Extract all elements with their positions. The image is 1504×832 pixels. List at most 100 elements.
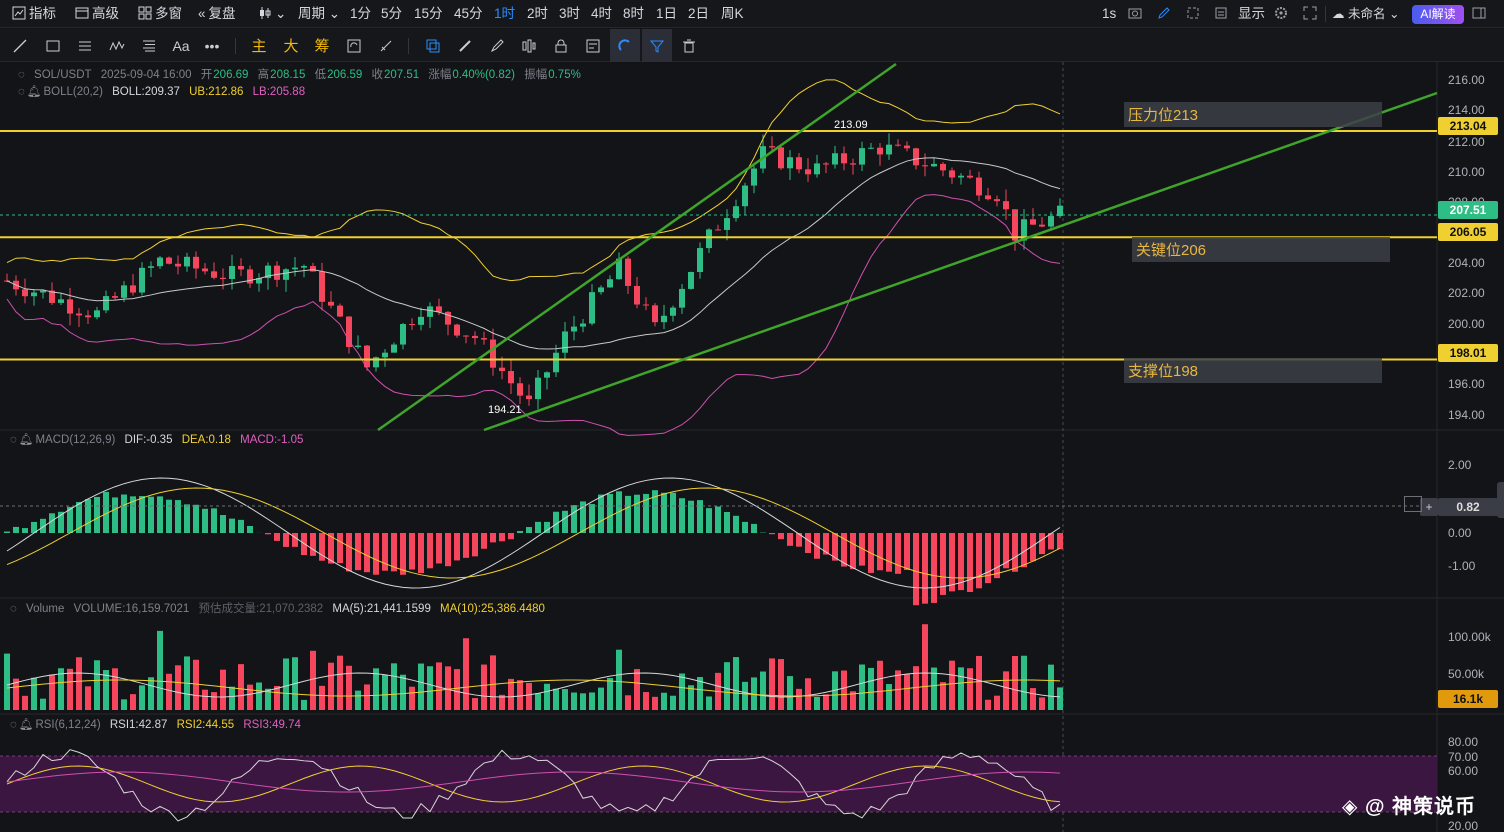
volume-bar bbox=[67, 668, 73, 710]
interval-tab[interactable]: 2日 bbox=[688, 6, 710, 21]
candle-body bbox=[310, 266, 316, 272]
copy-icon[interactable] bbox=[418, 29, 448, 62]
bars-icon[interactable] bbox=[514, 29, 544, 62]
interval-tab[interactable]: 1分 bbox=[350, 6, 372, 21]
rect-tool-icon[interactable] bbox=[38, 29, 68, 62]
candle-body bbox=[490, 339, 496, 368]
rsi-legend[interactable]: ◌ 🔔︎ RSI(6,12,24) RSI1:42.87 RSI2:44.55 RS… bbox=[10, 717, 307, 731]
wave-tool-icon[interactable] bbox=[102, 29, 132, 62]
trash-icon[interactable] bbox=[674, 29, 704, 62]
advanced-button[interactable]: 高级 bbox=[75, 0, 119, 28]
candle-body bbox=[832, 153, 838, 165]
note-icon[interactable] bbox=[578, 29, 608, 62]
chips-toggle[interactable]: 筹 bbox=[314, 38, 330, 55]
volume-legend[interactable]: ◌ Volume VOLUME:16,159.7021 预估成交量:21,070… bbox=[10, 600, 551, 616]
camera-icon[interactable] bbox=[1128, 0, 1145, 28]
macd-bar bbox=[454, 533, 460, 561]
volume-bar bbox=[1030, 688, 1036, 710]
macd-dea-value: DEA:0.18 bbox=[181, 434, 231, 446]
text-tool-icon[interactable]: Aa bbox=[172, 37, 190, 54]
indicators-button[interactable]: 指标 bbox=[12, 0, 56, 28]
chart-canvas[interactable] bbox=[0, 62, 1504, 832]
interval-tab[interactable]: 45分 bbox=[454, 6, 483, 21]
settings-icon[interactable] bbox=[1274, 0, 1291, 28]
macd-bar bbox=[319, 533, 325, 561]
eraser-icon[interactable] bbox=[371, 29, 401, 62]
macd-bar bbox=[535, 521, 541, 533]
main-chart-toggle[interactable]: 主 bbox=[251, 38, 267, 55]
macd-bar bbox=[598, 494, 604, 533]
macd-crosshair-tag: 0.82 bbox=[1438, 498, 1498, 516]
sidebar-toggle-icon[interactable] bbox=[1472, 0, 1489, 28]
macd-bar bbox=[661, 492, 667, 533]
sync-icon[interactable] bbox=[339, 29, 369, 62]
macd-bar bbox=[886, 533, 892, 572]
candle-body bbox=[76, 313, 82, 316]
fullscreen-icon[interactable] bbox=[1303, 0, 1320, 28]
macd-bar bbox=[130, 496, 136, 533]
volume-ma10: MA(10):25,386.4480 bbox=[440, 603, 545, 615]
interval-tab[interactable]: 15分 bbox=[414, 6, 443, 21]
interval-tab[interactable]: 3时 bbox=[559, 6, 581, 21]
watermark-text: @ 神策说币 bbox=[1364, 796, 1476, 818]
interval-tab[interactable]: 4时 bbox=[591, 6, 613, 21]
select-icon[interactable] bbox=[1186, 0, 1203, 28]
candle-body bbox=[319, 271, 325, 302]
boll-legend[interactable]: ◌ 🔔︎ BOLL(20,2) BOLL:209.37 UB:212.86 LB:2… bbox=[18, 84, 311, 98]
candle-body bbox=[265, 265, 271, 279]
macd-legend[interactable]: ◌ 🔔︎ MACD(12,26,9) DIF:-0.35 DEA:0.18 MACD… bbox=[10, 432, 309, 446]
expand-icon[interactable] bbox=[1404, 496, 1422, 512]
template-icon[interactable] bbox=[1214, 0, 1231, 28]
macd-bar bbox=[40, 518, 46, 533]
interval-tab[interactable]: 1日 bbox=[656, 6, 678, 21]
big-order-toggle[interactable]: 大 bbox=[283, 38, 299, 55]
volume-bar bbox=[769, 658, 775, 710]
candle-body bbox=[715, 229, 721, 231]
interval-tab[interactable]: 8时 bbox=[623, 6, 645, 21]
interval-tab[interactable]: 5分 bbox=[381, 6, 403, 21]
filter-icon[interactable] bbox=[642, 29, 672, 62]
candle-body bbox=[148, 266, 154, 268]
chart-type-button[interactable]: ⌄ bbox=[258, 0, 286, 28]
divider bbox=[1325, 6, 1326, 22]
volume-bar bbox=[535, 693, 541, 710]
replay-button[interactable]: «复盘 bbox=[198, 0, 236, 28]
volume-bar bbox=[553, 688, 559, 710]
macd-bar bbox=[1057, 533, 1063, 550]
macd-bar bbox=[670, 492, 676, 533]
last-price-tag: 207.51 bbox=[1438, 201, 1498, 219]
rsi-axis-80: 80.00 bbox=[1448, 735, 1479, 749]
side-panel-tab[interactable] bbox=[1497, 482, 1504, 518]
lock-icon[interactable] bbox=[546, 29, 576, 62]
magnet-icon[interactable] bbox=[610, 29, 640, 62]
add-alert-icon[interactable]: + bbox=[1420, 498, 1438, 516]
pencil-icon[interactable] bbox=[1157, 0, 1174, 28]
period-button[interactable]: 周期 ⌄ bbox=[298, 0, 340, 28]
volume-bar bbox=[886, 684, 892, 710]
fib-tool-icon[interactable] bbox=[134, 29, 164, 62]
candle-body bbox=[283, 269, 289, 280]
macd-bar bbox=[265, 533, 271, 535]
candle-body bbox=[571, 326, 577, 332]
interval-tab[interactable]: 周K bbox=[721, 6, 744, 21]
multi-window-button[interactable]: 多窗 bbox=[138, 0, 182, 28]
line-tool-icon[interactable] bbox=[5, 29, 35, 62]
ai-interpret-button[interactable]: AI解读 bbox=[1412, 5, 1464, 24]
candle-body bbox=[1003, 201, 1009, 210]
link-icon[interactable] bbox=[450, 29, 480, 62]
interval-tab[interactable]: 2时 bbox=[527, 6, 549, 21]
interval-1s[interactable]: 1s bbox=[1102, 6, 1117, 21]
hlines-tool-icon[interactable] bbox=[70, 29, 100, 62]
more-tools-icon[interactable]: ••• bbox=[204, 37, 220, 54]
display-button[interactable]: 显示 bbox=[1238, 6, 1265, 21]
volume-bar bbox=[877, 660, 883, 710]
change-label: 涨幅 bbox=[428, 69, 452, 81]
candle-body bbox=[1021, 219, 1027, 241]
volume-bar bbox=[526, 682, 532, 710]
brush-icon[interactable] bbox=[482, 29, 512, 62]
macd-bar bbox=[499, 533, 505, 542]
interval-tab[interactable]: 1时 bbox=[494, 6, 516, 21]
chart-area[interactable]: ◌ SOL/USDT 2025-09-04 16:00 开206.69 高208… bbox=[0, 62, 1504, 832]
layout-name-button[interactable]: ☁ 未命名 ⌄ bbox=[1332, 0, 1399, 28]
macd-bar bbox=[139, 496, 145, 533]
